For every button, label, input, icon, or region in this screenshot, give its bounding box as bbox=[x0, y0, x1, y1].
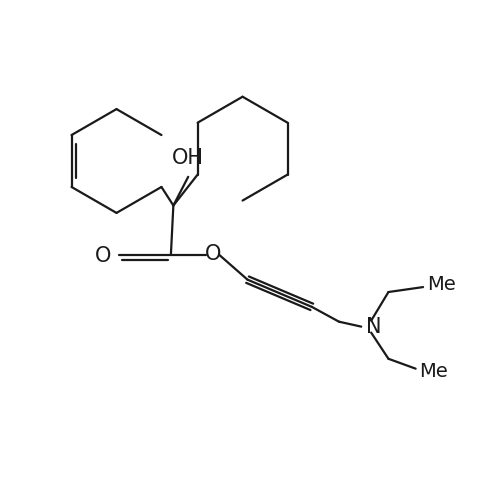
Text: O: O bbox=[95, 246, 112, 266]
Text: N: N bbox=[366, 316, 382, 336]
Text: O: O bbox=[204, 244, 221, 264]
Text: Me: Me bbox=[420, 362, 448, 380]
Text: Me: Me bbox=[427, 275, 456, 294]
Text: OH: OH bbox=[172, 148, 204, 169]
